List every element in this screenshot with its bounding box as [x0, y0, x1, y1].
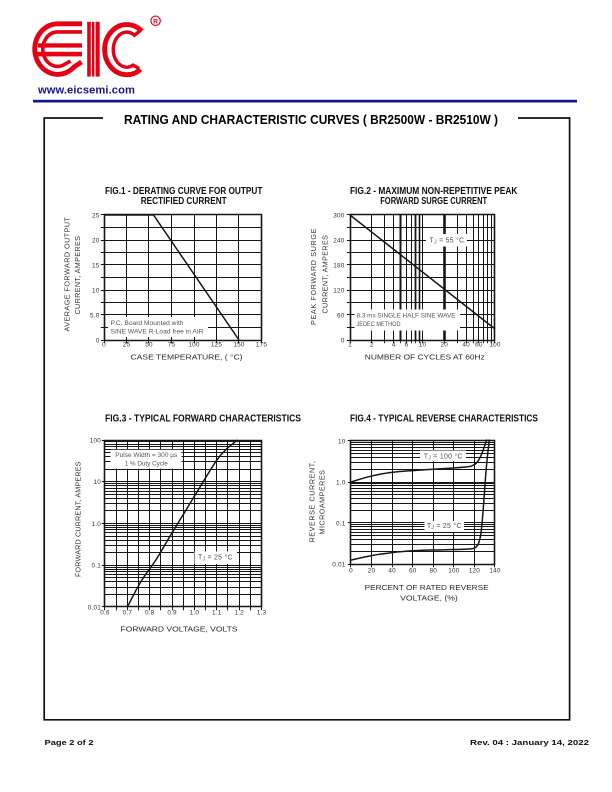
svg-text:SINE WAVE R-Load free in AIR: SINE WAVE R-Load free in AIR — [111, 329, 205, 336]
svg-text:5.0: 5.0 — [90, 312, 100, 319]
svg-text:180: 180 — [333, 262, 345, 269]
svg-text:JEDEC METHOD: JEDEC METHOD — [357, 321, 401, 328]
svg-text:1.0: 1.0 — [190, 610, 200, 617]
svg-text:VOLTAGE, (%): VOLTAGE, (%) — [400, 594, 458, 603]
svg-text:TJ = 100 °C: TJ = 100 °C — [424, 452, 463, 461]
svg-text:0.1: 0.1 — [92, 563, 102, 570]
svg-text:PERCENT OF RATED REVERSE: PERCENT OF RATED REVERSE — [365, 583, 489, 592]
svg-text:0.6: 0.6 — [100, 610, 110, 617]
svg-text:300: 300 — [333, 212, 345, 219]
svg-text:FIG.2 - MAXIMUM NON-REPETITIVE: FIG.2 - MAXIMUM NON-REPETITIVE PEAK — [350, 186, 518, 197]
svg-text:100: 100 — [448, 567, 460, 574]
svg-text:0.01: 0.01 — [332, 561, 345, 568]
svg-text:1.2: 1.2 — [234, 610, 244, 617]
svg-text:40: 40 — [388, 567, 396, 574]
svg-text:100: 100 — [90, 437, 102, 444]
svg-text:10: 10 — [92, 287, 100, 294]
svg-text:MICROAMPERES: MICROAMPERES — [318, 470, 327, 535]
svg-text:0.1: 0.1 — [336, 520, 346, 527]
svg-text:150: 150 — [233, 341, 245, 348]
svg-text:FIG.4 - TYPICAL REVERSE CHARAC: FIG.4 - TYPICAL REVERSE CHARACTERISTICS — [350, 413, 538, 424]
svg-text:25: 25 — [92, 212, 100, 219]
svg-text:RECTIFIED CURRENT: RECTIFIED CURRENT — [141, 196, 227, 207]
svg-text:75: 75 — [168, 341, 176, 348]
svg-text:50: 50 — [145, 341, 153, 348]
svg-text:0: 0 — [341, 337, 345, 344]
svg-text:PEAK FORWARD SURGE: PEAK FORWARD SURGE — [309, 228, 318, 325]
svg-text:40: 40 — [462, 341, 470, 348]
svg-text:REVERSE CURRENT,: REVERSE CURRENT, — [308, 461, 317, 543]
svg-text:2: 2 — [370, 341, 374, 348]
svg-text:20: 20 — [368, 567, 376, 574]
svg-text:P.C. Board Mounted with: P.C. Board Mounted with — [111, 320, 185, 327]
svg-text:1: 1 — [348, 341, 352, 348]
svg-text:60: 60 — [337, 312, 345, 319]
svg-text:TJ = 55 °C: TJ = 55 °C — [430, 236, 465, 245]
svg-text:1.1: 1.1 — [212, 610, 222, 617]
svg-text:Pulse Width = 300 µs: Pulse Width = 300 µs — [115, 452, 177, 459]
svg-text:Page 2 of 2: Page 2 of 2 — [45, 738, 94, 747]
svg-text:15: 15 — [92, 262, 100, 269]
svg-text:120: 120 — [333, 287, 345, 294]
svg-text:0.01: 0.01 — [88, 604, 101, 611]
svg-text:1.3: 1.3 — [257, 610, 267, 617]
svg-text:NUMBER OF CYCLES AT 60Hz: NUMBER OF CYCLES AT 60Hz — [365, 353, 485, 362]
svg-text:1.0: 1.0 — [336, 479, 346, 486]
svg-text:80: 80 — [430, 567, 438, 574]
svg-text:10: 10 — [93, 479, 101, 486]
svg-text:8.3 ms SINGLE HALF SINE WAVE: 8.3 ms SINGLE HALF SINE WAVE — [357, 313, 456, 320]
svg-text:20: 20 — [92, 237, 100, 244]
svg-text:FIG.1 - DERATING CURVE FOR OUT: FIG.1 - DERATING CURVE FOR OUTPUT — [105, 186, 263, 197]
svg-text:10: 10 — [338, 438, 346, 445]
svg-text:0.7: 0.7 — [123, 610, 133, 617]
svg-text:175: 175 — [256, 341, 268, 348]
svg-text:120: 120 — [469, 567, 481, 574]
svg-text:FORWARD SURGE CURRENT: FORWARD SURGE CURRENT — [380, 196, 487, 207]
svg-text:0: 0 — [102, 341, 106, 348]
svg-text:FIG.3 - TYPICAL FORWARD CHARAC: FIG.3 - TYPICAL FORWARD CHARACTERISTICS — [105, 413, 301, 424]
svg-text:Rev. 04 : January 14, 2022: Rev. 04 : January 14, 2022 — [470, 738, 589, 747]
svg-text:RATING AND CHARACTERISTIC CURV: RATING AND CHARACTERISTIC CURVES ( BR250… — [124, 112, 498, 127]
svg-text:TJ = 25 °C: TJ = 25 °C — [198, 553, 233, 562]
svg-text:100: 100 — [489, 341, 501, 348]
svg-text:FORWARD VOLTAGE, VOLTS: FORWARD VOLTAGE, VOLTS — [121, 624, 238, 633]
svg-text:CURRENT, AMPERES: CURRENT, AMPERES — [321, 235, 330, 314]
svg-text:125: 125 — [211, 341, 223, 348]
svg-text:www.eicsemi.com: www.eicsemi.com — [37, 85, 135, 97]
svg-text:100: 100 — [188, 341, 200, 348]
svg-text:10: 10 — [419, 341, 427, 348]
svg-text:140: 140 — [489, 567, 501, 574]
svg-text:20: 20 — [441, 341, 449, 348]
svg-text:60: 60 — [475, 341, 483, 348]
svg-text:R: R — [153, 18, 158, 25]
svg-text:1 % Duty Cycle: 1 % Duty Cycle — [125, 460, 169, 467]
svg-text:AVERAGE FORWARD OUTPUT: AVERAGE FORWARD OUTPUT — [62, 216, 71, 331]
svg-text:4: 4 — [392, 341, 396, 348]
svg-text:1.0: 1.0 — [92, 521, 102, 528]
svg-text:6: 6 — [405, 341, 409, 348]
svg-text:CASE TEMPERATURE, ( °C): CASE TEMPERATURE, ( °C) — [131, 353, 243, 362]
svg-text:0.9: 0.9 — [167, 610, 177, 617]
svg-text:FORWARD CURRENT, AMPERES: FORWARD CURRENT, AMPERES — [74, 461, 83, 577]
svg-text:240: 240 — [333, 237, 345, 244]
svg-text:0: 0 — [96, 337, 100, 344]
svg-text:25: 25 — [123, 341, 131, 348]
svg-text:0.8: 0.8 — [145, 610, 155, 617]
svg-text:60: 60 — [409, 567, 417, 574]
svg-text:TJ = 25 °C: TJ = 25 °C — [427, 522, 462, 531]
svg-text:CURRENT, AMPERES: CURRENT, AMPERES — [73, 236, 82, 315]
svg-text:0: 0 — [349, 567, 353, 574]
